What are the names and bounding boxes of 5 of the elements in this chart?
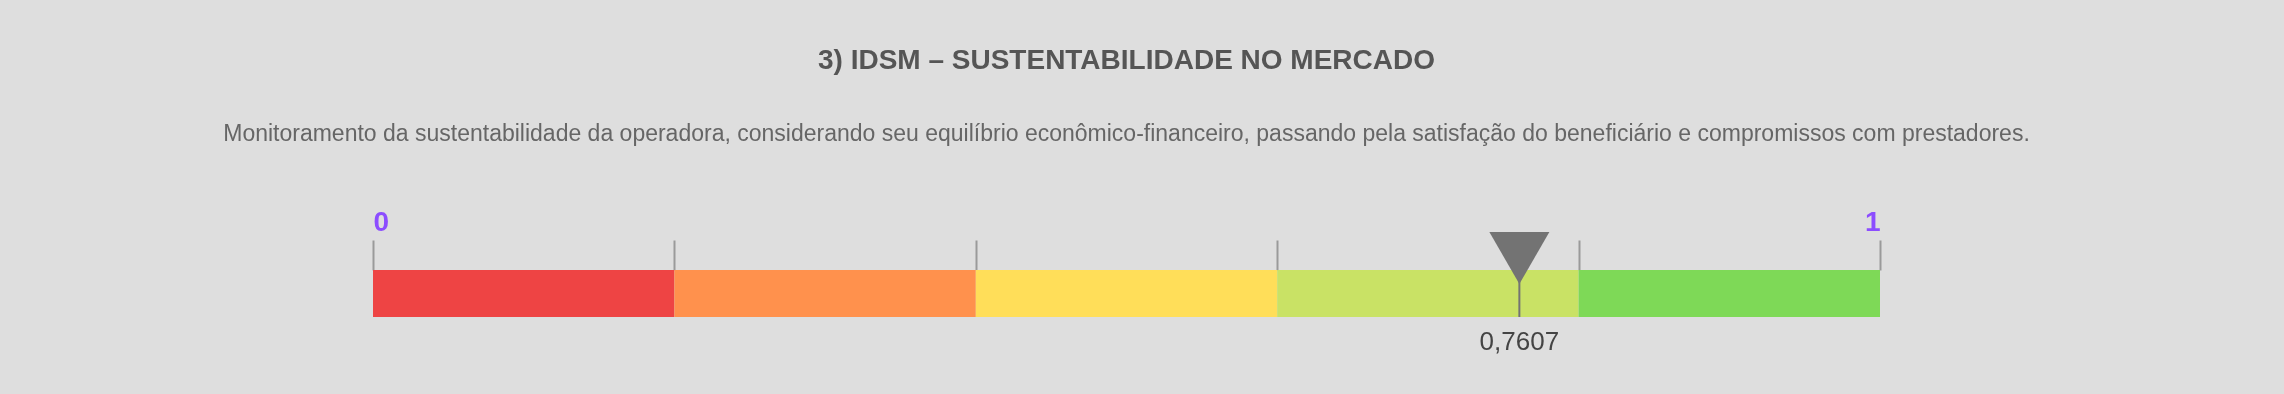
ref-line-label: 0,7607 xyxy=(1479,326,1560,356)
chart-subtitle: Monitoramento da sustentabilidade da operadora, considerando seu equilíbrio econômico-financeiro, passando pela satisfação do beneficiário e compromissos com prestadores. xyxy=(223,120,2030,146)
chart-title: 3) IDSM – SUSTENTABILIDADE NO MERCADO xyxy=(817,44,1436,75)
x-tick-label: 1 xyxy=(1864,205,1881,237)
x-tick-label: 0 xyxy=(373,205,390,237)
